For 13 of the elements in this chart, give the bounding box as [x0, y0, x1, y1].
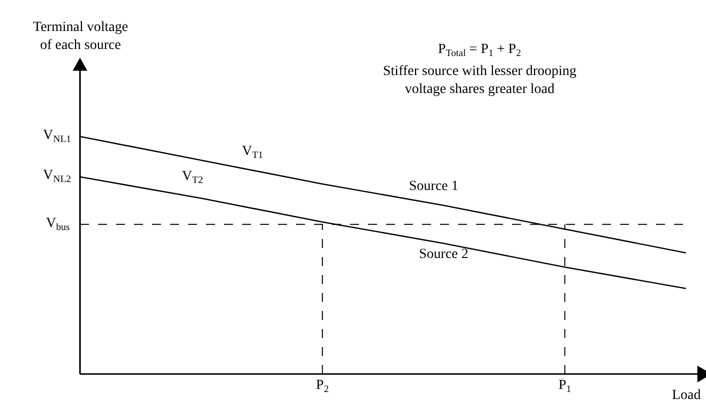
text: P$_{Total}$ = P$_{1}$ + P$_{2}$: [438, 42, 522, 59]
text: Terminal voltage of each source: [33, 20, 128, 54]
series-label: Source 1: [409, 179, 458, 194]
series-label: Source 2: [419, 247, 468, 262]
x-tick-label: P$_{1}$: [558, 378, 572, 395]
text: V$_{NL1}$: [43, 128, 72, 145]
text: Stiffer source with lesser drooping voltage shares greater load: [383, 64, 576, 98]
x-tick-label: P$_{2}$: [316, 378, 329, 395]
annotation: V$_{T2}$: [182, 169, 204, 186]
ref-line-label: V$_{bus}$: [46, 216, 70, 233]
annotation: V$_{T1}$: [242, 144, 264, 161]
x-axis-title: Load: [672, 388, 701, 403]
text: V$_{NL2}$: [43, 168, 72, 185]
